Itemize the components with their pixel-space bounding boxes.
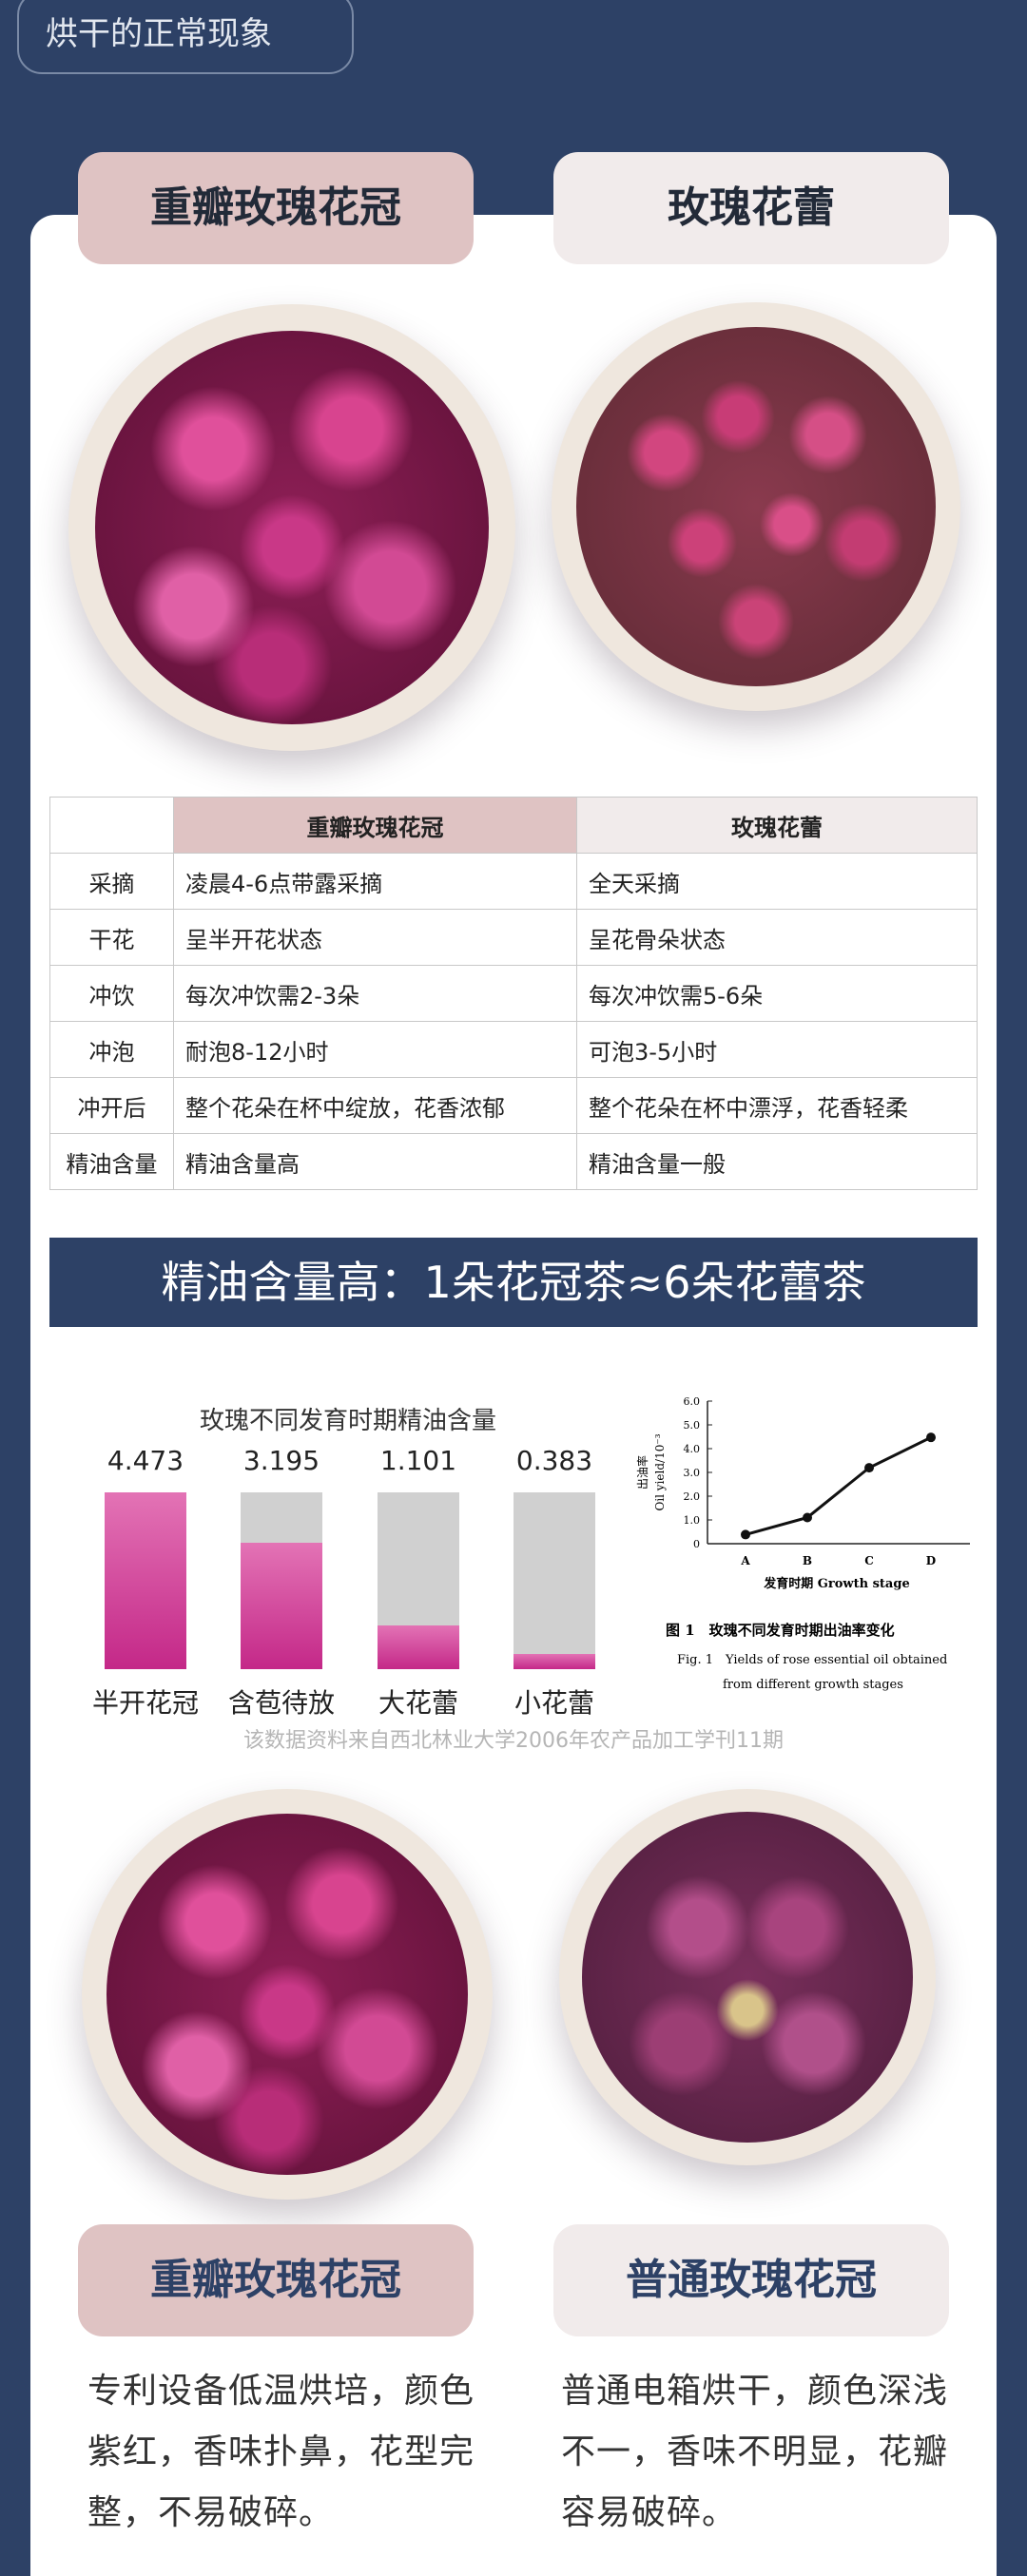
cell-crown: 凌晨4-6点带露采摘	[173, 853, 577, 910]
x-tick-label: C	[864, 1554, 874, 1567]
photo-ordinary-rose-crown	[559, 1789, 936, 2165]
tab-rose-bud: 玫瑰花蕾	[553, 152, 949, 264]
figure-xlabel: 发育时期 Growth stage	[763, 1576, 909, 1591]
cell-bud: 呈花骨朵状态	[576, 909, 978, 966]
cell-crown: 呈半开花状态	[173, 909, 577, 966]
table-header-empty	[49, 797, 174, 854]
description-line: 专利设备低温烘培，颜色	[87, 2372, 475, 2411]
cell-crown: 精油含量高	[173, 1133, 577, 1190]
bar-value-label: 1.101	[379, 1445, 457, 1476]
y-tick-label: 4.0	[684, 1443, 701, 1455]
y-tick-label: 6.0	[684, 1395, 701, 1408]
cell-bud: 全天采摘	[576, 853, 978, 910]
row-label: 冲泡	[49, 1021, 174, 1078]
table-row: 采摘 凌晨4-6点带露采摘 全天采摘	[49, 853, 978, 910]
figure-axes	[707, 1401, 970, 1545]
y-tick-label: 1.0	[684, 1514, 701, 1527]
description-line: 普通电箱烘干，颜色深浅	[561, 2372, 949, 2411]
bar-category-label: 含苞待放	[227, 1687, 335, 1719]
figure-caption-en-1: Fig. 1 Yields of rose essential oil obta…	[677, 1653, 947, 1667]
y-tick-label: 5.0	[684, 1419, 701, 1432]
bar-track	[241, 1492, 322, 1669]
x-tick-label: D	[926, 1554, 936, 1567]
table-row: 冲饮 每次冲饮需2-3朵 每次冲饮需5-6朵	[49, 965, 978, 1022]
bar	[378, 1625, 459, 1669]
bar-value-label: 0.383	[515, 1445, 593, 1476]
tab-ordinary-rose-crown: 普通玫瑰花冠	[553, 2224, 949, 2336]
tab-double-petal-crown: 重瓣玫瑰花冠	[78, 152, 474, 264]
cell-bud: 每次冲饮需5-6朵	[576, 965, 978, 1022]
row-label: 精油含量	[49, 1133, 174, 1190]
photo-rose-bud	[552, 302, 960, 711]
table-header-bud: 玫瑰花蕾	[576, 797, 978, 854]
data-point	[741, 1529, 750, 1540]
row-label: 采摘	[49, 853, 174, 910]
description-double-petal-crown: 专利设备低温烘培，颜色 紫红，香味扑鼻，花型完 整，不易破碎。	[87, 2361, 496, 2544]
row-label: 冲开后	[49, 1077, 174, 1134]
table-row: 干花 呈半开花状态 呈花骨朵状态	[49, 909, 978, 966]
photo-double-petal-crown	[68, 304, 515, 751]
cell-bud: 精油含量一般	[576, 1133, 978, 1190]
bar-chart-title: 玫瑰不同发育时期精油含量	[199, 1407, 496, 1435]
table-header-row: 重瓣玫瑰花冠 玫瑰花蕾	[49, 797, 978, 854]
data-source-note: 该数据资料来自西北林业大学2006年农产品加工学刊11期	[243, 1729, 784, 1753]
data-point	[803, 1512, 812, 1523]
bar-track	[514, 1492, 595, 1669]
photo-double-petal-crown-dried	[82, 1789, 493, 2200]
description-line: 容易破碎。	[561, 2493, 738, 2532]
bar-value-label: 4.473	[107, 1445, 184, 1476]
figure-ylabel-en: Oil yield/10⁻³	[653, 1433, 667, 1510]
y-tick-label: 0	[693, 1538, 700, 1550]
row-label: 冲饮	[49, 965, 174, 1022]
description-line: 整，不易破碎。	[87, 2493, 335, 2532]
comparison-table: 重瓣玫瑰花冠 玫瑰花蕾 采摘 凌晨4-6点带露采摘 全天采摘 干花 呈半开花状态…	[49, 797, 978, 1190]
bar-category-label: 大花蕾	[378, 1687, 458, 1719]
y-tick-label: 3.0	[684, 1467, 701, 1479]
table-row: 冲开后 整个花朵在杯中绽放，花香浓郁 整个花朵在杯中漂浮，花香轻柔	[49, 1077, 978, 1134]
bar-track	[105, 1492, 186, 1669]
cell-crown: 每次冲饮需2-3朵	[173, 965, 577, 1022]
description-ordinary-rose-crown: 普通电箱烘干，颜色深浅 不一，香味不明显，花瓣 容易破碎。	[561, 2361, 970, 2544]
cell-bud: 整个花朵在杯中漂浮，花香轻柔	[576, 1077, 978, 1134]
bar-category-label: 小花蕾	[514, 1687, 594, 1719]
bar	[105, 1492, 186, 1669]
y-tick-label: 2.0	[684, 1490, 701, 1503]
data-point	[864, 1463, 874, 1473]
row-label: 干花	[49, 909, 174, 966]
table-header-crown: 重瓣玫瑰花冠	[173, 797, 577, 854]
bar-category-label: 半开花冠	[91, 1687, 199, 1719]
top-label-pill: 烘干的正常现象	[17, 0, 354, 74]
cell-bud: 可泡3-5小时	[576, 1021, 978, 1078]
bar-track	[378, 1492, 459, 1669]
oil-content-banner: 精油含量高：1朵花冠茶≈6朵花蕾茶	[49, 1238, 978, 1327]
oil-yield-line	[745, 1435, 932, 1536]
oil-yield-line-figure: 0 1.0 2.0 3.0 4.0 5.0 6.0 A B C D 出油率 Oil yield/1…	[635, 1395, 970, 1692]
data-point	[926, 1432, 936, 1443]
description-line: 紫红，香味扑鼻，花型完	[87, 2432, 475, 2471]
tab-double-petal-crown-bottom: 重瓣玫瑰花冠	[78, 2224, 474, 2336]
bar	[241, 1543, 322, 1669]
x-tick-label: A	[740, 1554, 750, 1567]
description-line: 不一，香味不明显，花瓣	[561, 2432, 949, 2471]
figure-ylabel-cn: 出油率	[635, 1455, 649, 1490]
table-row: 精油含量 精油含量高 精油含量一般	[49, 1133, 978, 1190]
figure-caption-cn: 图 1 玫瑰不同发育时期出油率变化	[666, 1622, 895, 1639]
x-tick-label: B	[803, 1554, 812, 1567]
bar-value-label: 3.195	[242, 1445, 320, 1476]
cell-crown: 整个花朵在杯中绽放，花香浓郁	[173, 1077, 577, 1134]
figure-caption-en-2: from different growth stages	[723, 1678, 903, 1692]
bar	[514, 1654, 595, 1669]
table-row: 冲泡 耐泡8-12小时 可泡3-5小时	[49, 1021, 978, 1078]
cell-crown: 耐泡8-12小时	[173, 1021, 577, 1078]
